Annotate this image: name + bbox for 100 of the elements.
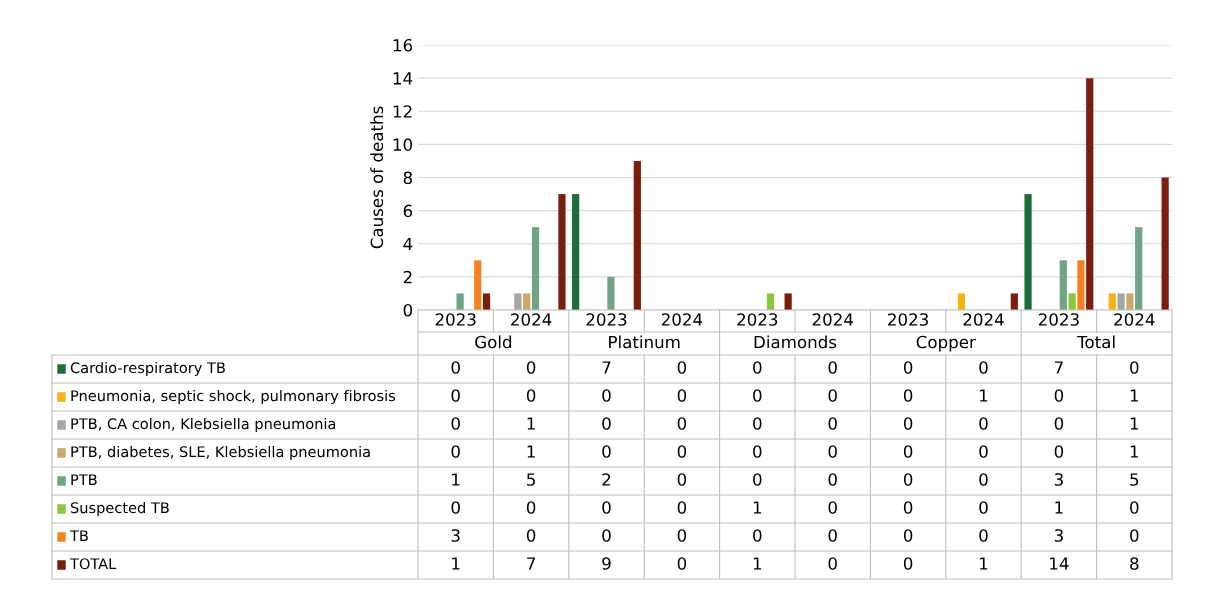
data-label: 0	[979, 361, 988, 374]
bar	[1086, 78, 1094, 310]
data-label: 0	[526, 361, 536, 374]
data-label: 0	[1054, 389, 1064, 402]
data-label: 1	[1130, 445, 1139, 458]
data-label: 0	[753, 361, 762, 374]
data-label: 0	[753, 473, 762, 486]
data-label: 1	[980, 557, 988, 570]
data-label: 7	[527, 557, 535, 570]
bar	[784, 293, 792, 310]
bar	[1135, 227, 1143, 310]
text: Total	[1077, 335, 1115, 349]
y-tick-label: 10	[393, 138, 413, 151]
data-label: 0	[753, 445, 762, 458]
text: Gold	[475, 335, 512, 349]
legend-label: TB	[69, 530, 88, 542]
data-label: 1	[527, 445, 535, 458]
legend-label: TOTAL	[69, 558, 117, 570]
legend-label: Pneumonia, septic shock, pulmonary fibrosis	[71, 389, 396, 405]
x-tick-label: 2023	[888, 313, 928, 326]
bar	[1077, 260, 1085, 310]
data-label: 1	[1130, 389, 1139, 402]
data-label: 0	[979, 501, 988, 514]
legend-label: PTB	[71, 474, 97, 486]
x-tick-label: 2024	[812, 313, 853, 326]
bar	[514, 293, 522, 310]
x-tick-label: 2023	[737, 313, 778, 326]
data-label: 1	[753, 557, 762, 570]
data-label: 0	[602, 417, 611, 430]
data-label: 0	[753, 417, 762, 430]
data-label: 0	[526, 389, 536, 402]
x-tick-label: 2023	[1038, 313, 1079, 326]
data-label: 0	[602, 389, 611, 402]
y-tick-label: 12	[393, 105, 412, 118]
legend-label: PTB, diabetes, SLE, Klebsiella pneumonia	[71, 445, 370, 461]
data-label: 0	[828, 361, 837, 374]
data-label: 0	[677, 557, 687, 570]
x-tick-label: 2024	[1114, 313, 1155, 326]
bar	[558, 194, 566, 310]
y-tick-label: 0	[403, 303, 413, 317]
data-label: 1	[452, 557, 460, 570]
data-label: 1	[1055, 501, 1063, 514]
bar	[957, 293, 966, 310]
data-label: 0	[903, 361, 913, 374]
data-label: 0	[753, 389, 762, 402]
bar	[1117, 293, 1125, 310]
legend-label: Suspected TB	[70, 501, 169, 517]
data-label: 0	[903, 473, 913, 486]
data-label: 0	[903, 445, 913, 458]
data-label: 0	[828, 501, 837, 514]
data-label: 3	[1054, 529, 1063, 542]
data-label: 1	[452, 473, 460, 486]
data-label: 0	[451, 417, 460, 430]
data-label: 1	[1130, 417, 1139, 430]
data-label: 0	[903, 529, 913, 542]
text: Platinum	[609, 335, 680, 349]
data-label: 0	[677, 529, 687, 542]
text: Copper	[916, 335, 976, 352]
data-label: 0	[1054, 417, 1064, 430]
data-label: 0	[903, 389, 913, 402]
data-label: 0	[451, 445, 460, 458]
legend-label: PTB, CA colon, Klebsiella pneumonia	[71, 417, 336, 433]
y-tick-label: 6	[403, 204, 413, 218]
data-label: 0	[451, 361, 460, 374]
bar	[456, 293, 464, 310]
y-tick-label: 8	[403, 171, 412, 185]
data-label: 0	[677, 445, 687, 458]
bar	[572, 194, 580, 310]
y-tick-label: 14	[393, 72, 413, 85]
data-label: 1	[753, 501, 762, 514]
bar	[531, 227, 540, 310]
data-label: 0	[979, 445, 988, 458]
x-tick-label: 2023	[586, 313, 627, 326]
data-label: 2	[602, 473, 611, 486]
data-label: 0	[903, 557, 913, 570]
data-label: 0	[979, 417, 988, 430]
data-label: 0	[602, 529, 611, 542]
bar	[1010, 293, 1018, 310]
data-label: 0	[1130, 529, 1139, 542]
x-tick-label: 2024	[511, 313, 552, 326]
bar	[482, 293, 491, 310]
data-label: 0	[526, 529, 536, 542]
data-label: 0	[526, 501, 536, 514]
data-label: 1	[527, 417, 535, 430]
x-tick-label: 2024	[963, 313, 1004, 326]
bar	[1126, 293, 1134, 310]
legend-label: Cardio-respiratory TB	[70, 361, 225, 377]
data-label: 0	[903, 501, 913, 514]
data-label: 5	[1130, 473, 1139, 486]
data-label: 0	[602, 501, 611, 514]
data-label: 0	[979, 473, 988, 486]
data-label: 0	[677, 389, 687, 402]
data-label: 3	[451, 529, 460, 542]
bar	[1161, 177, 1169, 310]
data-label: 14	[1050, 557, 1069, 570]
data-label: 0	[1130, 501, 1139, 514]
data-label: 0	[903, 417, 913, 430]
x-tick-label: 2024	[661, 313, 703, 326]
data-label: 0	[828, 417, 837, 430]
data-label: 0	[828, 445, 837, 458]
